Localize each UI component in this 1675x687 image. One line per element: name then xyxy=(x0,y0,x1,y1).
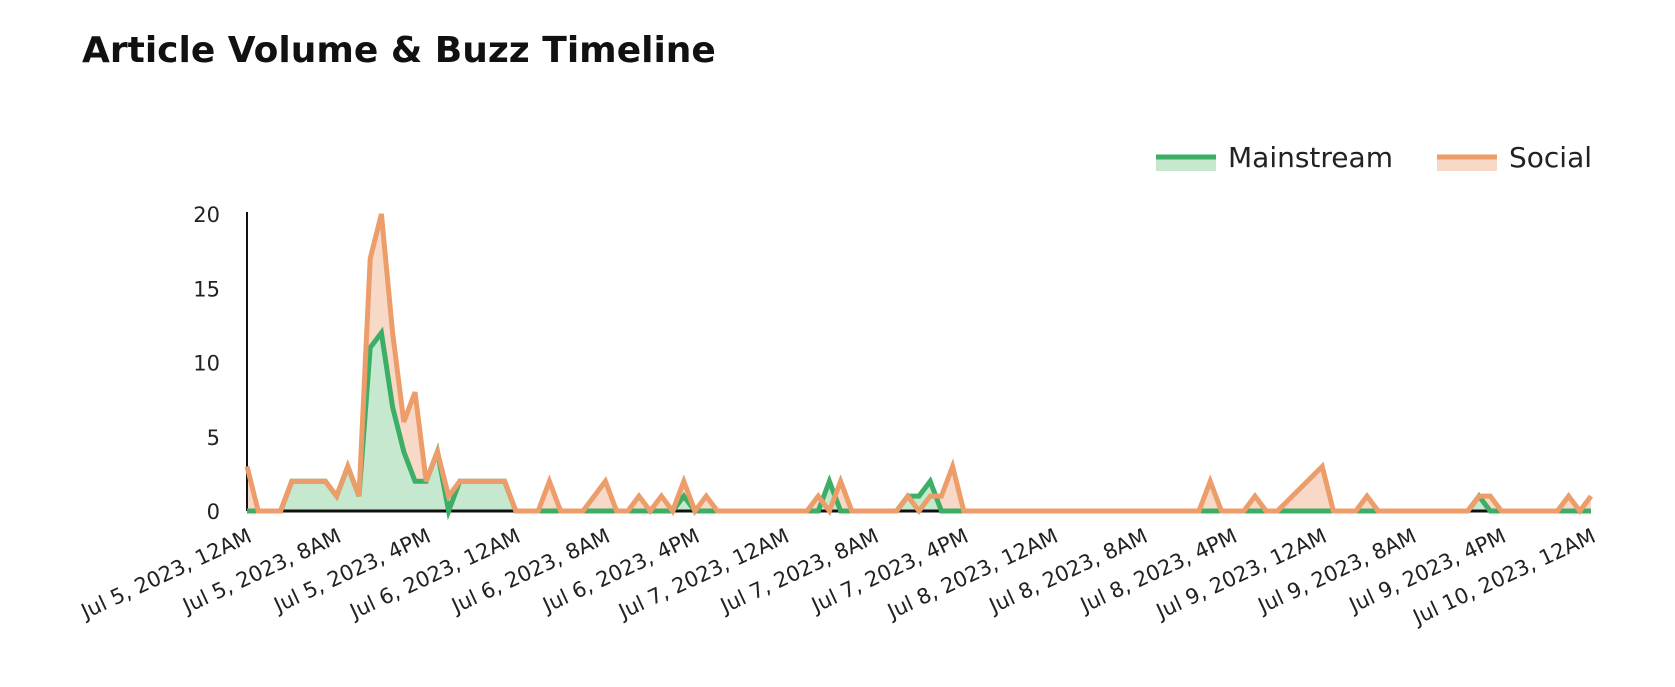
legend: Mainstream Social xyxy=(1156,141,1592,174)
mainstream-area xyxy=(247,332,1591,511)
y-axis-ticks: 0 5 10 15 20 xyxy=(193,203,220,524)
plot-area xyxy=(244,212,1593,521)
legend-label-mainstream: Mainstream xyxy=(1228,141,1393,174)
legend-label-social: Social xyxy=(1509,141,1592,174)
y-tick-label: 15 xyxy=(193,277,220,301)
x-tick-label: Jul 7, 2023, 8AM xyxy=(715,524,882,619)
x-tick-label: Jul 8, 2023, 8AM xyxy=(984,524,1151,619)
chart-title: Article Volume & Buzz Timeline xyxy=(82,30,716,71)
social-area xyxy=(247,214,1591,511)
y-tick-label: 20 xyxy=(193,203,220,227)
y-tick-label: 0 xyxy=(207,500,220,524)
legend-swatch-social xyxy=(1437,157,1497,171)
x-tick-label: Jul 6, 2023, 8AM xyxy=(446,524,613,619)
x-tick-label: Jul 5, 2023, 8AM xyxy=(177,524,344,619)
x-tick-label: Jul 9, 2023, 8AM xyxy=(1253,524,1420,619)
legend-item-mainstream[interactable]: Mainstream xyxy=(1156,141,1393,174)
legend-swatch-mainstream xyxy=(1156,157,1216,171)
social-line xyxy=(244,213,1593,517)
legend-item-social[interactable]: Social xyxy=(1437,141,1592,174)
y-tick-label: 5 xyxy=(207,426,220,450)
y-tick-label: 10 xyxy=(193,352,220,376)
mainstream-line xyxy=(247,326,1591,521)
